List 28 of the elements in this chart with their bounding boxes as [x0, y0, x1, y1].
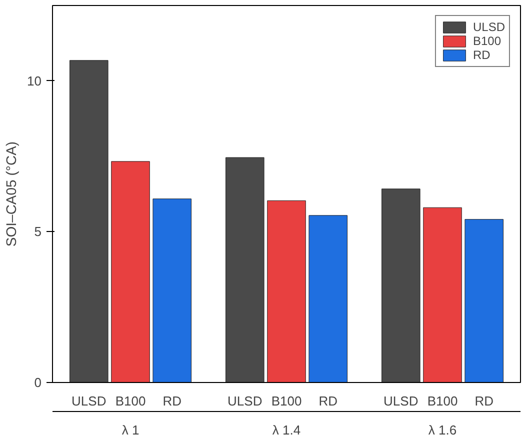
legend-label: B100	[472, 34, 502, 48]
text: B100	[427, 394, 458, 408]
bar	[267, 200, 306, 382]
bar	[308, 215, 348, 382]
text: B100	[271, 394, 302, 408]
legend-label: ULSD	[472, 20, 505, 34]
x-tick-label: λ 1.6	[428, 422, 457, 438]
text: RD	[318, 394, 338, 408]
bar	[423, 207, 462, 382]
text: RD	[162, 394, 182, 408]
text: ULSD	[72, 394, 106, 408]
text: RD	[474, 394, 494, 408]
x-tick-label: λ 1.4	[272, 422, 301, 438]
y-tick-label: 10	[27, 73, 42, 88]
bar	[152, 198, 192, 382]
y-axis-title: SOI–CA05 (°CA)	[3, 141, 20, 247]
text: ULSD	[228, 394, 262, 408]
bar	[111, 161, 150, 382]
y-tick-label: 5	[34, 224, 42, 240]
y-tick-label: 0	[34, 375, 42, 390]
bar	[464, 219, 504, 382]
legend-label: RD	[472, 48, 492, 62]
bar	[70, 60, 108, 382]
text: B100	[115, 394, 146, 408]
x-tick-label: λ 1	[122, 422, 140, 438]
bar	[382, 188, 420, 382]
bar	[226, 157, 264, 382]
text: ULSD	[384, 394, 418, 408]
